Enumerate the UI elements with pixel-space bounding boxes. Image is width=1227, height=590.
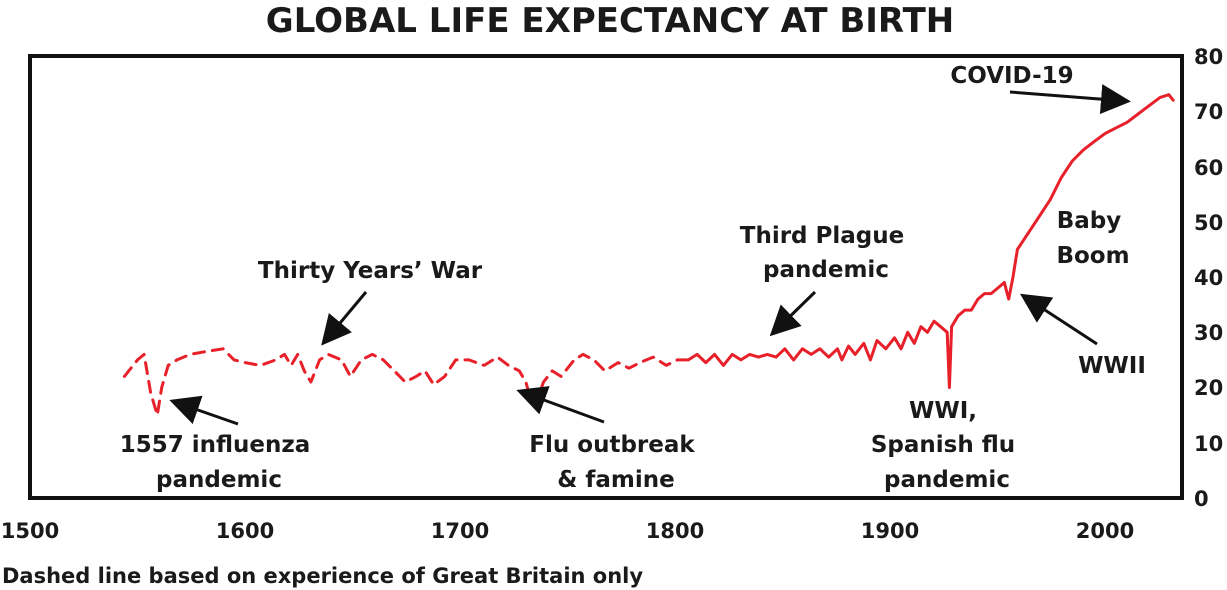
x-tick-label: 1500: [1, 519, 59, 543]
annotation-1557-influenza: 1557 influenza pandemic: [120, 432, 319, 493]
annotation-line: Baby: [1057, 208, 1122, 234]
annotation-arrows: [169, 84, 1131, 426]
annotation-wwii: WWII: [1078, 353, 1146, 379]
y-tick-label: 0: [1194, 487, 1209, 511]
arrow-wwii: [1019, 293, 1098, 346]
arrow-third-plague: [769, 290, 817, 337]
x-tick-label: 1800: [646, 519, 704, 543]
y-tick-label: 80: [1194, 45, 1223, 69]
annotation-flu-outbreak: Flu outbreak & famine: [529, 432, 702, 493]
y-tick-label: 40: [1194, 266, 1223, 290]
y-tick-label: 20: [1194, 376, 1223, 400]
x-tick-label: 1900: [861, 519, 919, 543]
annotations: COVID-19 Baby Boom Third Plague pandemic…: [120, 63, 1146, 493]
y-tick-label: 30: [1194, 321, 1223, 345]
x-tick-label: 2000: [1076, 519, 1134, 543]
arrow-thirty-years-war: [321, 291, 368, 346]
y-tick-label: 50: [1194, 211, 1223, 235]
annotation-line: WWII: [1078, 353, 1146, 379]
y-axis-ticks: 0 10 20 30 40 50 60 70 80: [1194, 45, 1223, 511]
y-tick-label: 10: [1194, 432, 1223, 456]
arrow-flu-outbreak: [516, 386, 605, 424]
series-layer: [122, 93, 1175, 417]
annotation-line: Flu outbreak: [529, 432, 695, 458]
annotation-line: pandemic: [763, 257, 889, 283]
annotation-line: pandemic: [156, 467, 282, 493]
series-line-solid: [686, 93, 1175, 389]
series-line-dashed: [122, 347, 690, 417]
y-tick-label: 60: [1194, 156, 1223, 180]
annotation-baby-boom: Baby Boom: [1056, 208, 1129, 269]
annotation-thirty-years-war: Thirty Years’ War: [258, 258, 483, 284]
annotation-line: COVID-19: [950, 63, 1073, 89]
annotation-third-plague: Third Plague pandemic: [740, 223, 912, 283]
annotation-line: WWI,: [909, 398, 977, 424]
x-tick-label: 1700: [431, 519, 489, 543]
annotation-line: Third Plague: [740, 223, 904, 249]
x-tick-label: 1600: [216, 519, 274, 543]
annotation-line: Thirty Years’ War: [258, 258, 483, 284]
annotation-line: Spanish flu: [871, 432, 1015, 458]
annotation-line: pandemic: [884, 467, 1010, 493]
annotation-covid-19: COVID-19: [950, 63, 1073, 89]
annotation-line: Boom: [1056, 243, 1129, 269]
y-tick-label: 70: [1194, 100, 1223, 124]
annotation-wwi-spanish-flu: WWI, Spanish flu pandemic: [871, 398, 1023, 493]
annotation-line: 1557 influenza: [120, 432, 311, 458]
arrow-covid: [1009, 84, 1131, 115]
footnote: Dashed line based on experience of Great…: [2, 564, 643, 588]
chart-title: GLOBAL LIFE EXPECTANCY AT BIRTH: [266, 1, 954, 41]
x-axis-ticks: 1500 1600 1700 1800 1900 2000: [1, 519, 1134, 543]
annotation-line: & famine: [557, 467, 674, 493]
arrow-1557-influenza: [169, 395, 239, 426]
plot-frame: [28, 54, 1184, 500]
